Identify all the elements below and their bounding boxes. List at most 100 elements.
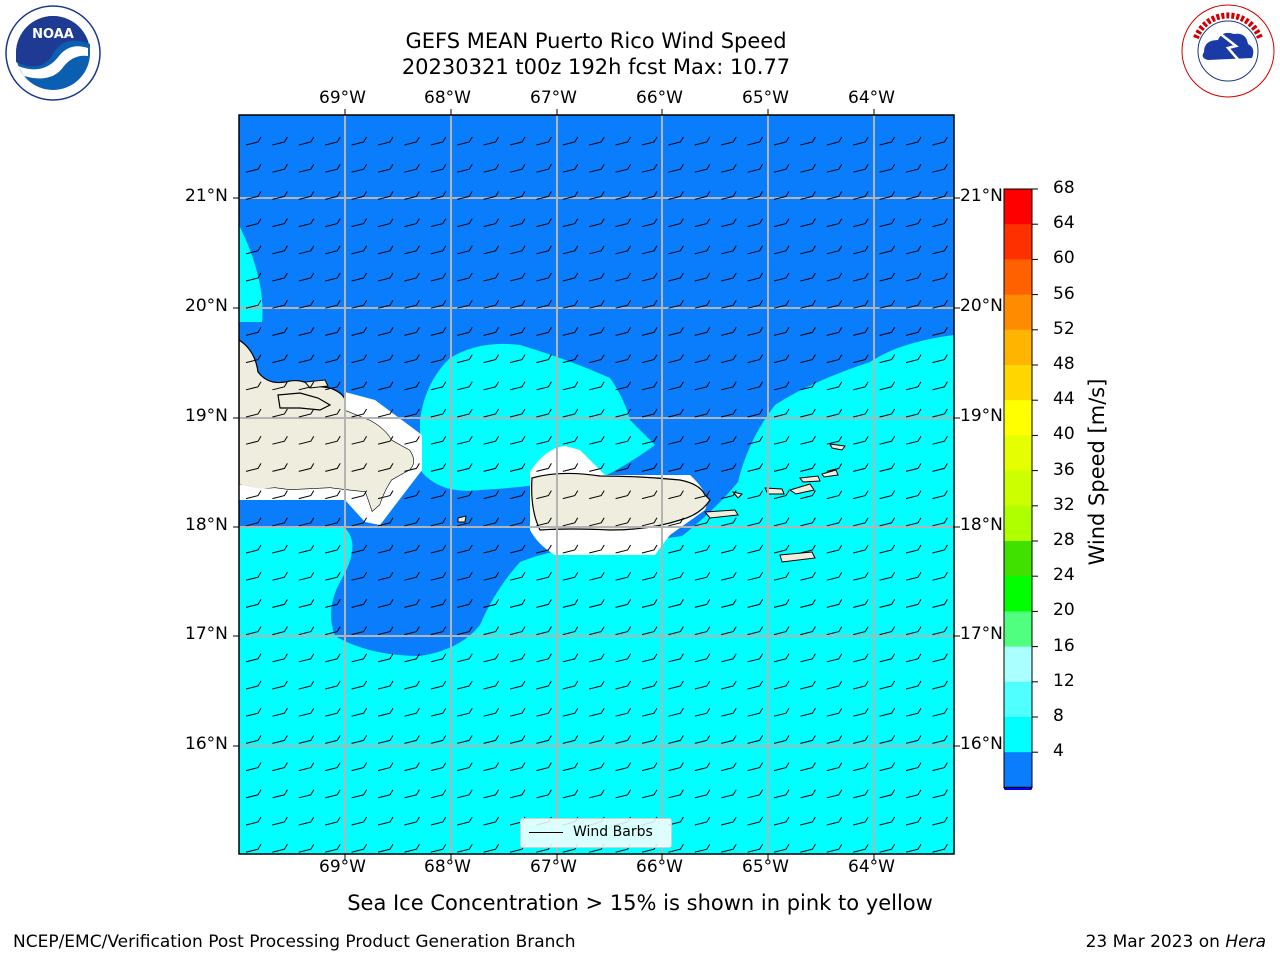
wind-barb — [589, 245, 605, 255]
wind-barb — [747, 463, 764, 472]
wind-barb — [668, 544, 684, 554]
wind-barb — [694, 435, 711, 445]
wind-barb — [721, 816, 737, 826]
wind-barb — [536, 707, 552, 717]
wind-barb — [641, 490, 658, 500]
wind-barb — [325, 571, 341, 581]
wind-barb — [272, 272, 288, 282]
colorbar-segment — [1004, 752, 1032, 788]
map-gridlines — [239, 115, 954, 854]
wind-barb — [932, 735, 948, 744]
wind-barb — [615, 490, 632, 500]
lat-label-right: 18°N — [960, 515, 1003, 535]
wind-barb — [562, 327, 579, 336]
wind-barb — [932, 816, 948, 826]
wind-barb — [694, 517, 711, 527]
wind-barb — [589, 653, 605, 663]
wind-barb — [694, 707, 711, 717]
wind-barb — [800, 272, 816, 282]
wind-barb — [377, 653, 394, 663]
wind-barb — [457, 218, 473, 228]
wind-barb — [483, 599, 500, 608]
wind-barb — [298, 245, 315, 255]
wind-barb — [589, 599, 605, 608]
wind-barb — [351, 218, 368, 228]
wind-barb — [298, 653, 315, 663]
wind-barb — [430, 544, 447, 554]
wind-barb — [351, 707, 368, 717]
wind-barb — [879, 381, 896, 391]
colorbar-tick-label: 32 — [1053, 494, 1075, 515]
wind-barb — [536, 517, 552, 527]
wind-barb — [325, 381, 341, 391]
wind-barb — [404, 680, 420, 690]
wind-barb — [457, 843, 473, 853]
wind-barb — [483, 816, 500, 826]
wind-barb — [536, 762, 552, 772]
wind-barb — [351, 163, 368, 173]
wind-barb — [721, 707, 737, 717]
wind-barb — [351, 653, 368, 663]
wind-barb — [721, 653, 737, 663]
wind-barb — [351, 408, 368, 418]
wind-barb — [773, 680, 790, 690]
wind-barb — [800, 571, 816, 581]
lat-label-left: 21°N — [185, 186, 228, 206]
wind-barb — [430, 463, 447, 472]
wind-barb — [773, 735, 790, 744]
wind-barb — [404, 490, 420, 500]
wind-barb — [905, 544, 922, 554]
wind-barb — [641, 463, 658, 472]
wind-barb — [668, 299, 684, 309]
wind-barb — [536, 272, 552, 282]
wind-barb — [853, 272, 869, 282]
wind-barb — [668, 517, 684, 527]
wind-barb — [694, 843, 711, 853]
wind-barb — [351, 571, 368, 581]
colorbar-tick-label: 36 — [1053, 459, 1075, 480]
wind-barb — [377, 599, 394, 608]
wind-barb — [483, 218, 500, 228]
wind-barb — [773, 490, 790, 500]
wind-barb — [298, 816, 315, 826]
wind-barb — [404, 599, 420, 608]
wind-barb — [615, 408, 632, 418]
wind-barb — [721, 191, 737, 200]
wind-barb — [853, 653, 869, 663]
wind-barb — [905, 816, 922, 826]
wind-barb — [245, 272, 262, 282]
wind-barb — [562, 653, 579, 663]
wind-barb — [826, 707, 843, 717]
wind-barb — [325, 245, 341, 255]
wind-barb — [245, 136, 262, 146]
wind-barb — [245, 707, 262, 717]
wind-barb — [615, 544, 632, 554]
wind-barb — [562, 517, 579, 527]
wind-barb — [668, 626, 684, 636]
wind-barb — [377, 680, 394, 690]
wind-barb — [245, 789, 262, 799]
wind-barb — [483, 653, 500, 663]
wind-barb — [430, 707, 447, 717]
wind-barb — [826, 191, 843, 200]
wind-barb — [668, 680, 684, 690]
wind-barb — [800, 327, 816, 336]
wind-barb — [747, 599, 764, 608]
wind-barb — [536, 218, 552, 228]
wind-barb — [747, 843, 764, 853]
wind-barb — [879, 707, 896, 717]
wind-barb — [509, 381, 526, 391]
wind-barb — [298, 272, 315, 282]
wind-barb — [536, 299, 552, 309]
wind-barb — [457, 517, 473, 527]
wind-barb — [853, 571, 869, 581]
wind-barb — [905, 136, 922, 146]
wind-barb — [430, 626, 447, 636]
wind-barb — [641, 327, 658, 336]
wind-barb — [800, 163, 816, 173]
wind-barb — [589, 408, 605, 418]
wind-barb — [747, 354, 764, 364]
wind-barb — [668, 707, 684, 717]
wind-barb — [853, 843, 869, 853]
